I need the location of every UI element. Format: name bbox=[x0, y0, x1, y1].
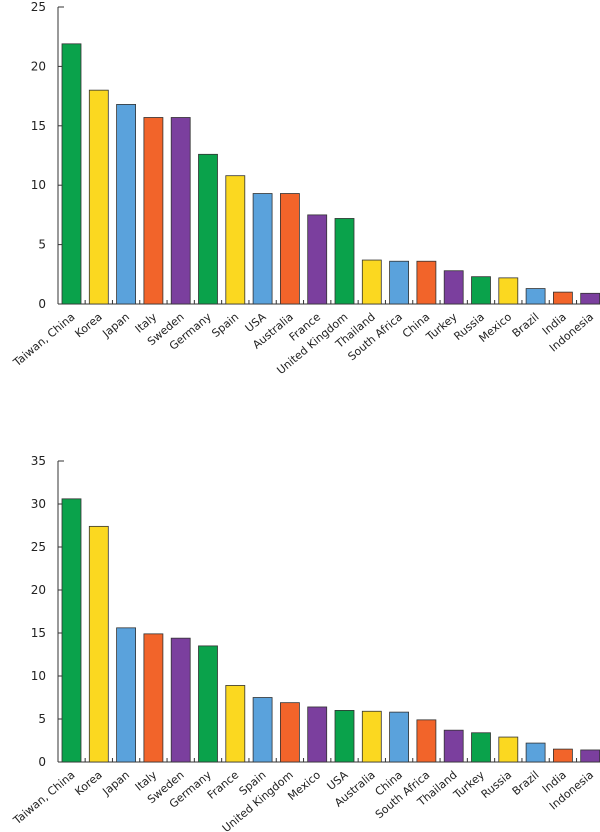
bar bbox=[498, 277, 519, 305]
x-category-label: Korea bbox=[72, 768, 104, 798]
bar bbox=[361, 259, 382, 305]
bar bbox=[307, 214, 328, 305]
y-tick-label: 30 bbox=[31, 497, 46, 511]
x-category-label: Turkey bbox=[423, 310, 460, 344]
bar bbox=[116, 104, 136, 305]
bar bbox=[553, 291, 573, 305]
bar bbox=[252, 193, 273, 305]
y-tick-label: 5 bbox=[38, 238, 46, 252]
y-tick-label: 25 bbox=[31, 0, 46, 14]
bar bbox=[334, 218, 355, 305]
bar bbox=[389, 260, 410, 305]
y-tick-label: 10 bbox=[31, 669, 46, 683]
bar bbox=[252, 697, 273, 763]
x-category-label: Brazil bbox=[510, 768, 542, 798]
bar bbox=[416, 260, 437, 305]
bar bbox=[198, 645, 218, 763]
y-tick-label: 35 bbox=[31, 454, 46, 468]
bar bbox=[61, 43, 82, 305]
bar bbox=[471, 732, 491, 763]
x-category-label: Brazil bbox=[510, 310, 542, 340]
y-tick-label: 10 bbox=[31, 178, 46, 192]
bar bbox=[279, 702, 300, 763]
y-tick-label: 0 bbox=[38, 755, 46, 769]
x-category-label: Taiwan, China bbox=[10, 768, 77, 827]
y-tick-label: 20 bbox=[31, 59, 46, 73]
bar bbox=[307, 706, 328, 763]
bar bbox=[225, 685, 246, 763]
bar bbox=[525, 288, 546, 305]
x-category-label: Spain bbox=[209, 310, 241, 340]
x-category-label: Turkey bbox=[450, 768, 487, 802]
bar bbox=[143, 117, 164, 305]
y-tick-label: 25 bbox=[31, 540, 46, 554]
x-category-label: Russia bbox=[479, 768, 514, 801]
bar bbox=[61, 498, 82, 763]
y-tick-label: 0 bbox=[38, 297, 46, 311]
bar bbox=[361, 710, 382, 763]
bar bbox=[88, 525, 109, 763]
y-tick-label: 15 bbox=[31, 626, 46, 640]
bar bbox=[580, 749, 600, 763]
bar bbox=[498, 736, 519, 763]
bar bbox=[279, 193, 300, 305]
y-tick-label: 20 bbox=[31, 583, 46, 597]
bar bbox=[471, 276, 491, 305]
bar bbox=[170, 637, 191, 763]
y-tick-label: 5 bbox=[38, 712, 46, 726]
y-tick-label: 15 bbox=[31, 119, 46, 133]
bar bbox=[443, 270, 464, 305]
bar bbox=[143, 633, 164, 763]
bar bbox=[225, 175, 246, 305]
bar bbox=[443, 729, 464, 763]
bar bbox=[553, 748, 573, 763]
x-category-label: Japan bbox=[99, 310, 132, 340]
bar bbox=[334, 710, 355, 763]
x-category-label: France bbox=[205, 768, 242, 802]
x-category-label: Japan bbox=[99, 768, 132, 798]
bar bbox=[389, 711, 410, 763]
bar bbox=[580, 292, 600, 305]
x-category-label: Taiwan, China bbox=[10, 310, 77, 369]
bar bbox=[198, 153, 218, 305]
bar bbox=[416, 719, 437, 763]
bar bbox=[170, 117, 191, 305]
x-category-label: Korea bbox=[72, 310, 104, 340]
bar bbox=[88, 89, 109, 305]
bar bbox=[525, 742, 546, 763]
bar bbox=[116, 627, 136, 763]
